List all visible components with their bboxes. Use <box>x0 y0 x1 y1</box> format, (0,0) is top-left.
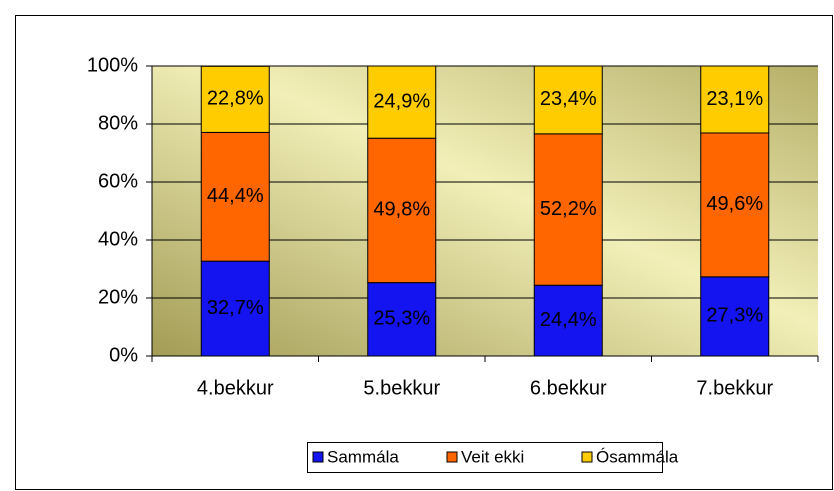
legend-label: Veit ekki <box>461 447 524 466</box>
legend-label: Sammála <box>327 447 399 466</box>
data-label: 49,8% <box>373 199 430 221</box>
bar-segment <box>367 65 437 139</box>
data-label: 27,3% <box>706 305 763 327</box>
bar-segment <box>367 137 437 284</box>
data-label: 49,6% <box>706 193 763 215</box>
y-tick-label: 0% <box>109 344 138 366</box>
bar-segment <box>533 65 603 135</box>
legend-swatch <box>581 451 593 463</box>
y-tick-label: 40% <box>98 228 138 250</box>
legend-label: Ósammála <box>596 447 679 466</box>
x-tick-label: 4.bekkur <box>197 377 274 399</box>
bar-segment <box>533 133 603 286</box>
y-tick-label: 20% <box>98 286 138 308</box>
data-label: 44,4% <box>207 185 264 207</box>
x-tick-label: 7.bekkur <box>696 377 773 399</box>
data-label: 24,9% <box>373 90 430 112</box>
y-tick-label: 100% <box>87 54 138 76</box>
data-label: 52,2% <box>540 198 597 220</box>
bar-segment <box>700 132 770 278</box>
bar-segment <box>700 65 770 134</box>
data-label: 25,3% <box>373 308 430 330</box>
data-label: 23,4% <box>540 88 597 110</box>
x-tick-label: 5.bekkur <box>363 377 440 399</box>
data-label: 32,7% <box>207 297 264 319</box>
y-tick-label: 60% <box>98 170 138 192</box>
x-tick-label: 6.bekkur <box>530 377 607 399</box>
legend-swatch <box>446 451 458 463</box>
data-label: 23,1% <box>706 88 763 110</box>
legend-swatch <box>312 451 324 463</box>
bar-segment <box>700 276 770 357</box>
bar-segment <box>200 131 270 262</box>
data-label: 22,8% <box>207 88 264 110</box>
bar-segment <box>200 65 270 133</box>
bar-segment <box>367 282 437 357</box>
y-tick-label: 80% <box>98 112 138 134</box>
bar-segment <box>200 260 270 357</box>
data-label: 24,4% <box>540 309 597 331</box>
legend-box <box>307 442 663 473</box>
